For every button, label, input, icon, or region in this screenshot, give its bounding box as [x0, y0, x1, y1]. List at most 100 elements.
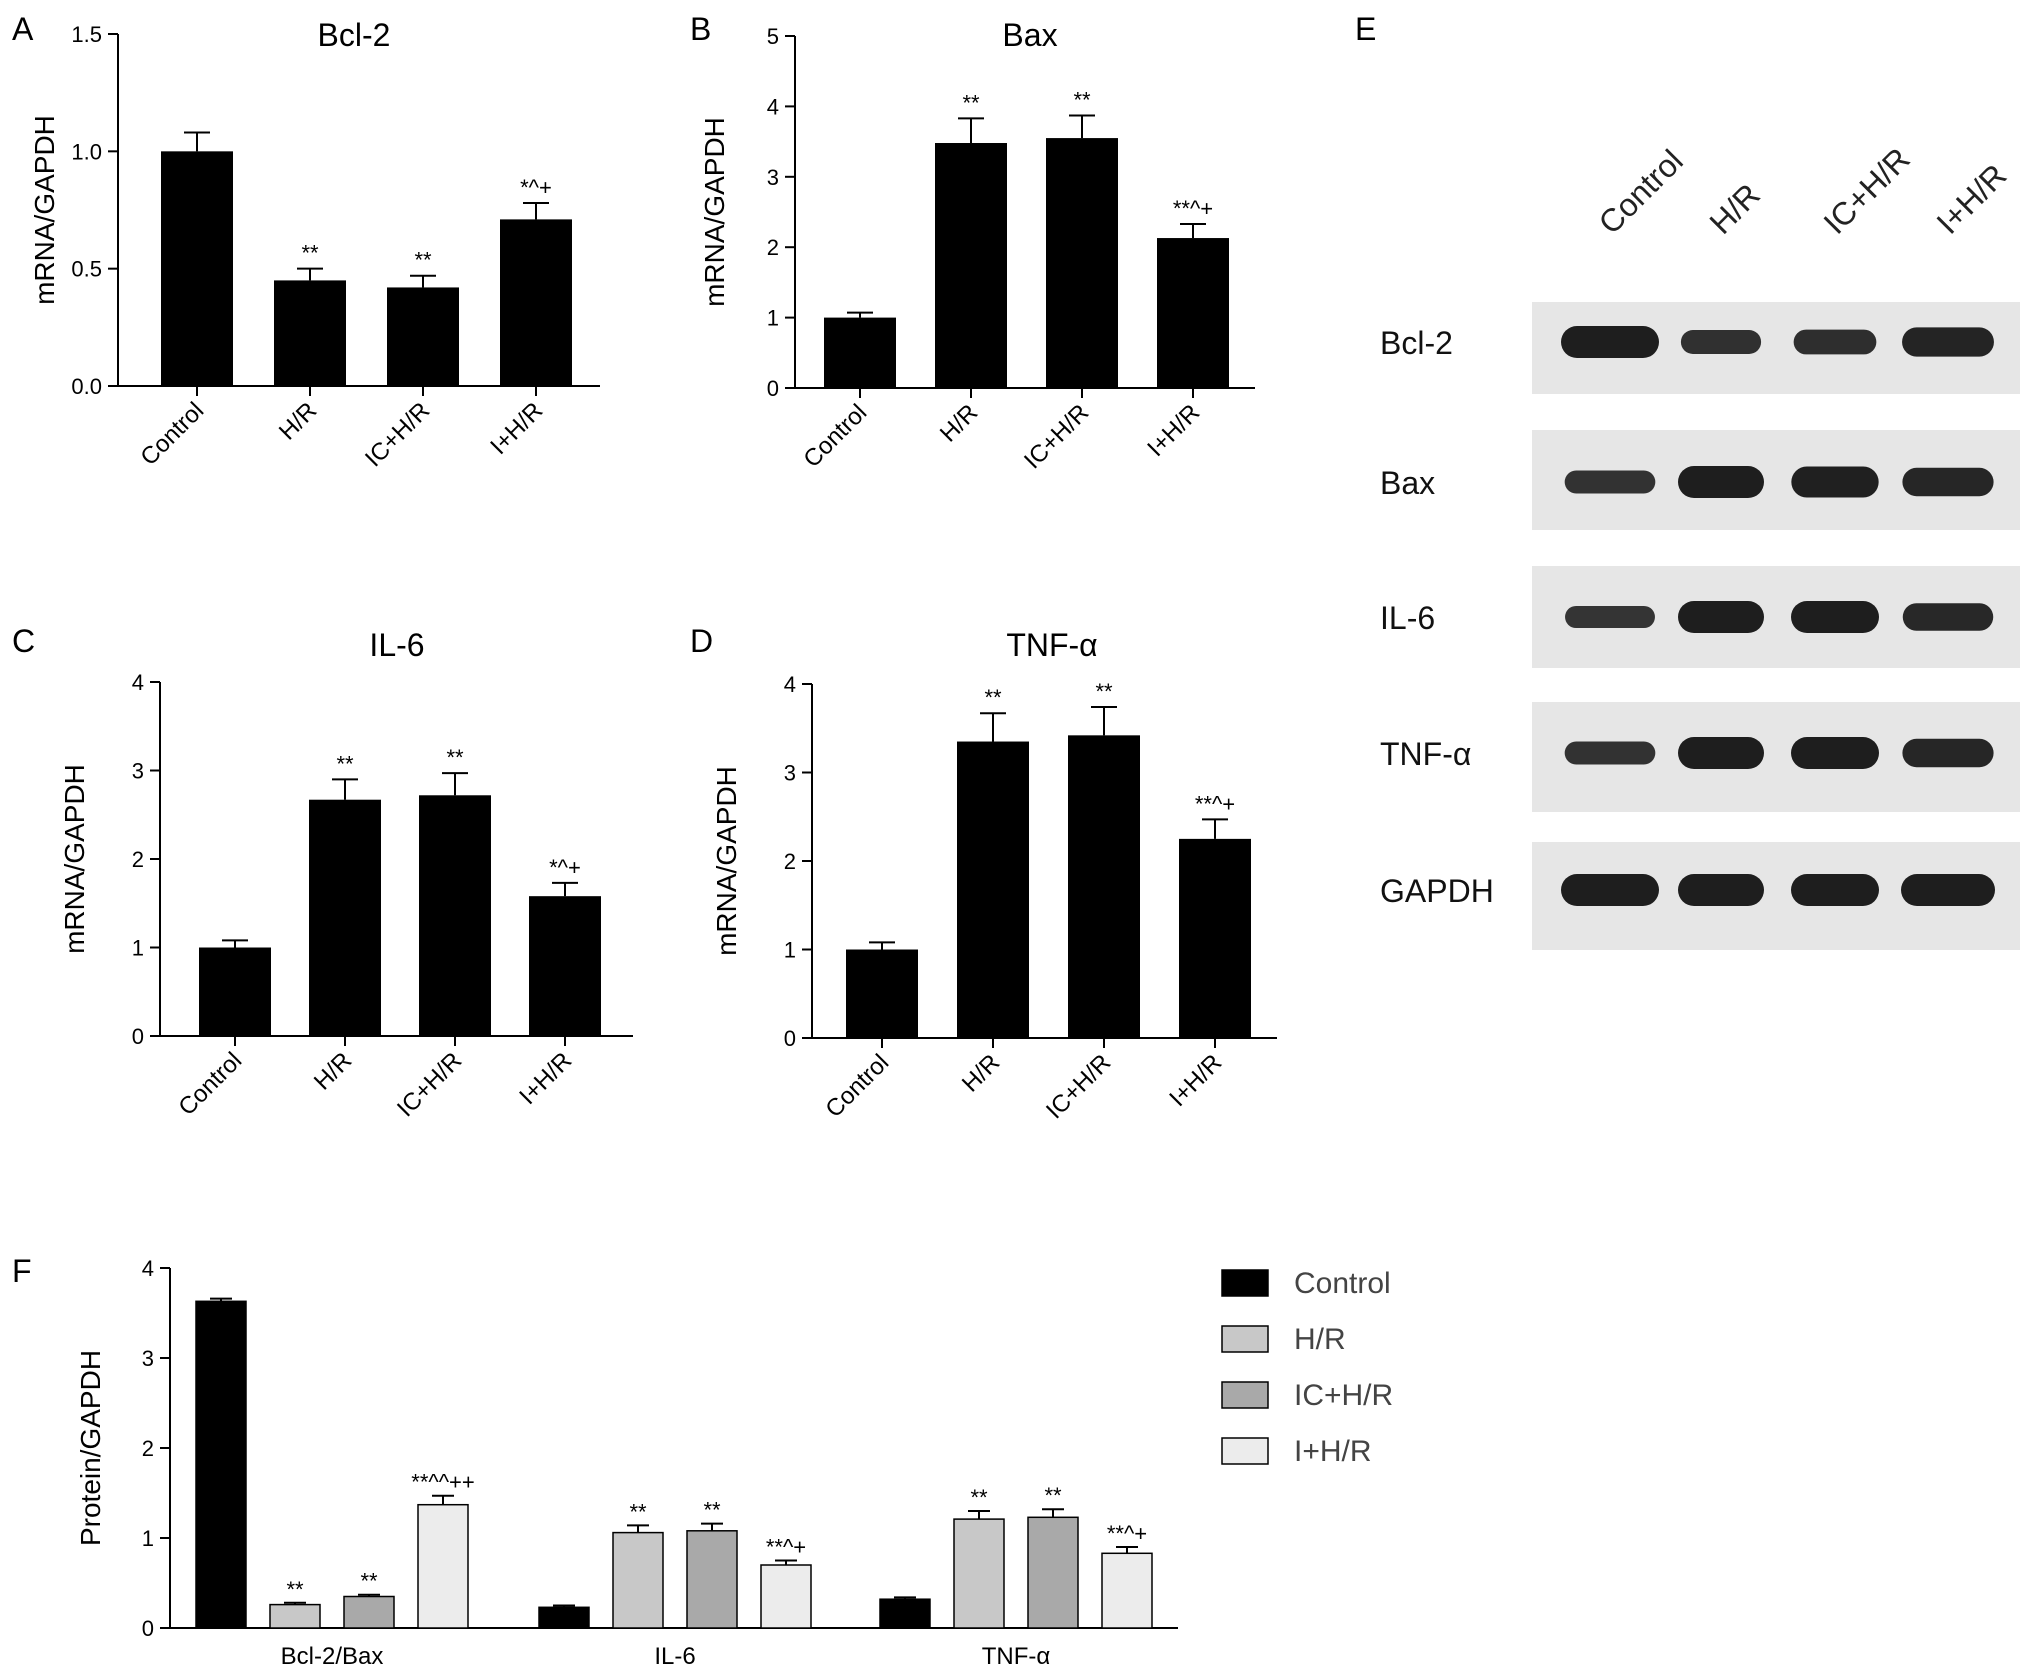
blot-band: [1901, 874, 1995, 906]
y-tick-label: 0: [767, 376, 779, 401]
significance-label: **^+: [1107, 1521, 1147, 1546]
legend-swatch: [1221, 1325, 1269, 1353]
bar: [269, 1603, 321, 1629]
x-tick-label: H/R: [935, 399, 983, 447]
y-tick-label: 3: [767, 165, 779, 190]
blot-band: [1678, 466, 1764, 498]
bar: [538, 1606, 590, 1629]
bar: [161, 151, 233, 386]
y-tick-label: 3: [132, 759, 144, 784]
bar: [387, 287, 459, 386]
band-label: Bcl-2: [1380, 325, 1453, 361]
y-axis-label: mRNA/GAPDH: [711, 766, 742, 956]
legend-label: Control: [1294, 1267, 1391, 1300]
y-tick-label: 2: [132, 847, 144, 872]
blot-band: [1902, 603, 1994, 631]
blot-band: [1791, 601, 1879, 633]
blot-band: [1561, 326, 1659, 358]
significance-label: **: [286, 1577, 304, 1602]
chart-title: Bcl-2: [318, 17, 391, 53]
significance-label: **: [703, 1498, 721, 1523]
bar: [1101, 1552, 1153, 1629]
lane-label: H/R: [1702, 177, 1766, 241]
lane-label: Control: [1591, 143, 1689, 241]
y-tick-label: 4: [767, 94, 779, 119]
x-tick-label: H/R: [957, 1049, 1005, 1097]
bar: [824, 317, 896, 388]
blot-band: [1678, 874, 1764, 906]
x-tick-label: I+H/R: [1164, 1049, 1227, 1112]
x-tick-label: Control: [820, 1049, 894, 1123]
x-tick-label: IC+H/R: [1041, 1049, 1116, 1124]
significance-label: **^^++: [411, 1470, 474, 1495]
bar: [1027, 1516, 1079, 1629]
y-tick-label: 3: [784, 761, 796, 786]
x-tick-label: I+H/R: [485, 397, 548, 460]
bar: [957, 741, 1029, 1038]
bar: [1179, 838, 1251, 1038]
blot-band: [1678, 737, 1764, 769]
significance-label: **: [629, 1499, 647, 1524]
bar: [846, 949, 918, 1038]
y-axis-label: mRNA/GAPDH: [59, 764, 90, 954]
chart-title: TNF-α: [1006, 627, 1097, 663]
lane-label: IC+H/R: [1816, 141, 1916, 241]
bar: [500, 219, 572, 386]
chart-bcl2-mrna: Bcl-2 mRNA/GAPDH 0.0 0.5 1.0 1.5 Control ** H/R *…: [29, 17, 600, 472]
y-tick-label: 1: [132, 936, 144, 961]
significance-label: **^+: [1173, 196, 1213, 221]
y-tick-label: 3: [142, 1346, 154, 1371]
x-tick-label: TNF-α: [982, 1643, 1051, 1670]
y-axis-label: Protein/GAPDH: [75, 1350, 106, 1546]
chart-protein-gapdh: Protein/GAPDH 0 1 2 3 4 ** ** **^^++ Bcl-2/Bax ** *…: [75, 1256, 1393, 1670]
blot-band: [1678, 601, 1764, 633]
significance-label: **: [336, 751, 354, 776]
x-tick-label: H/R: [274, 397, 322, 445]
significance-label: **: [970, 1485, 988, 1510]
y-tick-label: 5: [767, 24, 779, 49]
significance-label: **: [360, 1569, 378, 1594]
bar: [686, 1530, 738, 1629]
y-axis-label: mRNA/GAPDH: [699, 117, 730, 307]
significance-label: **: [446, 745, 464, 770]
blot-band: [1791, 737, 1879, 769]
blot-band: [1902, 327, 1994, 357]
x-tick-label: I+H/R: [514, 1047, 577, 1110]
bar: [760, 1564, 812, 1629]
panel-letter-b: B: [690, 11, 711, 47]
bar: [195, 1300, 247, 1629]
blot-band: [1791, 466, 1879, 498]
significance-label: **: [962, 90, 980, 115]
bar: [343, 1595, 395, 1629]
bar: [529, 896, 601, 1036]
bar: [199, 947, 271, 1036]
significance-label: **: [1095, 679, 1113, 704]
chart-title: IL-6: [369, 627, 424, 663]
y-tick-label: 0: [142, 1616, 154, 1641]
band-label: TNF-α: [1380, 736, 1471, 772]
y-tick-label: 0: [132, 1024, 144, 1049]
legend-swatch: [1221, 1437, 1269, 1465]
x-tick-label: Control: [798, 399, 872, 473]
y-tick-label: 4: [132, 670, 144, 695]
significance-label: *^+: [520, 175, 552, 200]
chart-il6-mrna: IL-6 mRNA/GAPDH 0 1 2 3 4 Control ** H/R ** IC+H/R *…: [59, 627, 633, 1122]
y-axis-label: mRNA/GAPDH: [29, 115, 60, 305]
bar: [419, 795, 491, 1036]
significance-label: **: [1073, 88, 1091, 113]
y-tick-label: 1.5: [71, 22, 102, 47]
significance-label: **^+: [766, 1535, 806, 1560]
y-tick-label: 1: [767, 306, 779, 331]
bar: [417, 1503, 469, 1629]
x-tick-label: IL-6: [654, 1643, 695, 1670]
panel-letter-e: E: [1355, 11, 1376, 47]
panel-letter-d: D: [690, 623, 713, 659]
significance-label: **: [1044, 1483, 1062, 1508]
band-label: IL-6: [1380, 600, 1435, 636]
bar: [953, 1518, 1005, 1629]
x-tick-label: IC+H/R: [392, 1047, 467, 1122]
y-tick-label: 1: [142, 1526, 154, 1551]
bar: [1157, 238, 1229, 388]
x-tick-label: IC+H/R: [360, 397, 435, 472]
